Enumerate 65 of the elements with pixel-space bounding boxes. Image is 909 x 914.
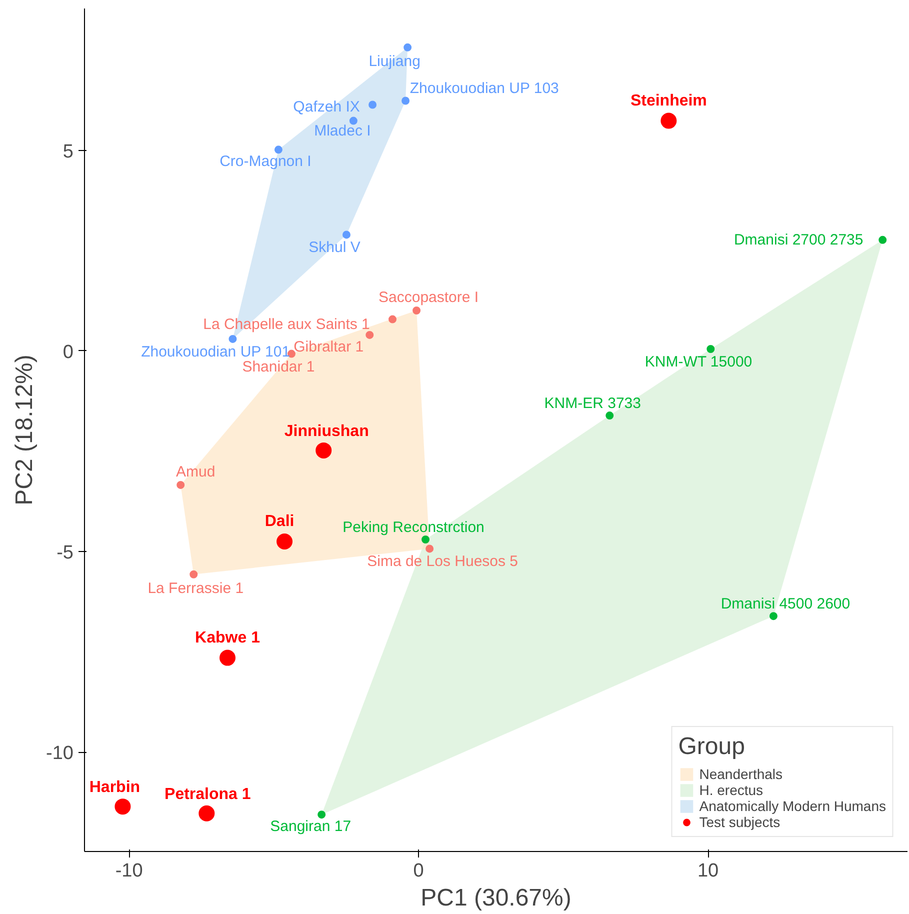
- point: [220, 650, 236, 666]
- legend-label: Test subjects: [699, 814, 780, 830]
- data-label: Jinniushan: [284, 422, 369, 440]
- point: [706, 344, 715, 353]
- point: [404, 43, 412, 52]
- point: [228, 334, 237, 343]
- x-tick-label: 0: [413, 860, 424, 882]
- point: [276, 534, 293, 550]
- point: [349, 116, 358, 125]
- y-tick-label: 0: [62, 342, 74, 363]
- point: [274, 146, 282, 154]
- point: [368, 100, 377, 109]
- data-label: Mladec I: [314, 122, 371, 140]
- data-label: La Ferrassie 1: [148, 580, 244, 597]
- point: [402, 96, 410, 105]
- data-label: Sangiran 17: [270, 818, 352, 836]
- legend-label: Anatomically Modern Humans: [699, 798, 886, 814]
- data-label: Liujiang: [368, 52, 420, 70]
- x-axis-title: PC1 (30.67%): [420, 884, 572, 912]
- data-label: Skhul V: [308, 239, 360, 256]
- data-label: Petralona 1: [164, 786, 251, 803]
- data-label: Dmanisi 4500 2600: [720, 596, 850, 613]
- point: [190, 570, 198, 578]
- point: [426, 544, 434, 553]
- point: [412, 306, 421, 314]
- data-label: Zhoukouodian UP 103: [410, 80, 559, 98]
- point: [606, 412, 614, 420]
- legend-title: Group: [678, 733, 746, 761]
- point: [316, 442, 332, 458]
- point: [342, 230, 350, 239]
- point: [176, 480, 185, 489]
- point: [660, 112, 677, 129]
- point: [422, 535, 430, 544]
- point: [388, 315, 397, 324]
- data-label: Zhoukouodian UP 101: [141, 343, 290, 360]
- data-label: Peking Reconstrction: [342, 518, 484, 536]
- point: [366, 330, 374, 339]
- point: [114, 798, 131, 815]
- point: [318, 810, 326, 819]
- data-label: Amud: [176, 463, 216, 480]
- point: [878, 236, 887, 244]
- legend-label: H. erectus: [699, 782, 764, 798]
- legend-label: Neanderthals: [699, 766, 783, 782]
- data-label: Qafzeh IX: [293, 98, 360, 116]
- data-label: Kabwe 1: [195, 629, 260, 646]
- y-tick-label: -5: [56, 542, 74, 564]
- data-label: Harbin: [89, 779, 140, 796]
- x-tick-label: 10: [697, 860, 719, 882]
- data-label: KNM-WT 15000: [644, 353, 752, 370]
- data-label: Saccopastore I: [378, 288, 479, 306]
- data-label: Dali: [264, 512, 294, 530]
- point: [769, 612, 778, 620]
- data-label: La Chapelle aux Saints 1: [203, 316, 370, 333]
- data-label: Sima de Los Huesos 5: [367, 553, 518, 570]
- data-label: Cro-Magnon I: [220, 153, 312, 170]
- data-label: Dmanisi 2700 2735: [734, 231, 864, 248]
- data-label: Steinheim: [630, 92, 707, 110]
- data-label: Shanidar 1: [242, 358, 315, 376]
- y-tick-label: 5: [62, 141, 74, 162]
- y-tick-label: -10: [46, 743, 74, 764]
- data-label: Gibraltar 1: [294, 338, 364, 356]
- point: [198, 805, 215, 822]
- x-tick-label: -10: [115, 860, 143, 882]
- y-axis-title: PC2 (18.12%): [11, 354, 38, 506]
- data-label: KNM-ER 3733: [544, 395, 641, 412]
